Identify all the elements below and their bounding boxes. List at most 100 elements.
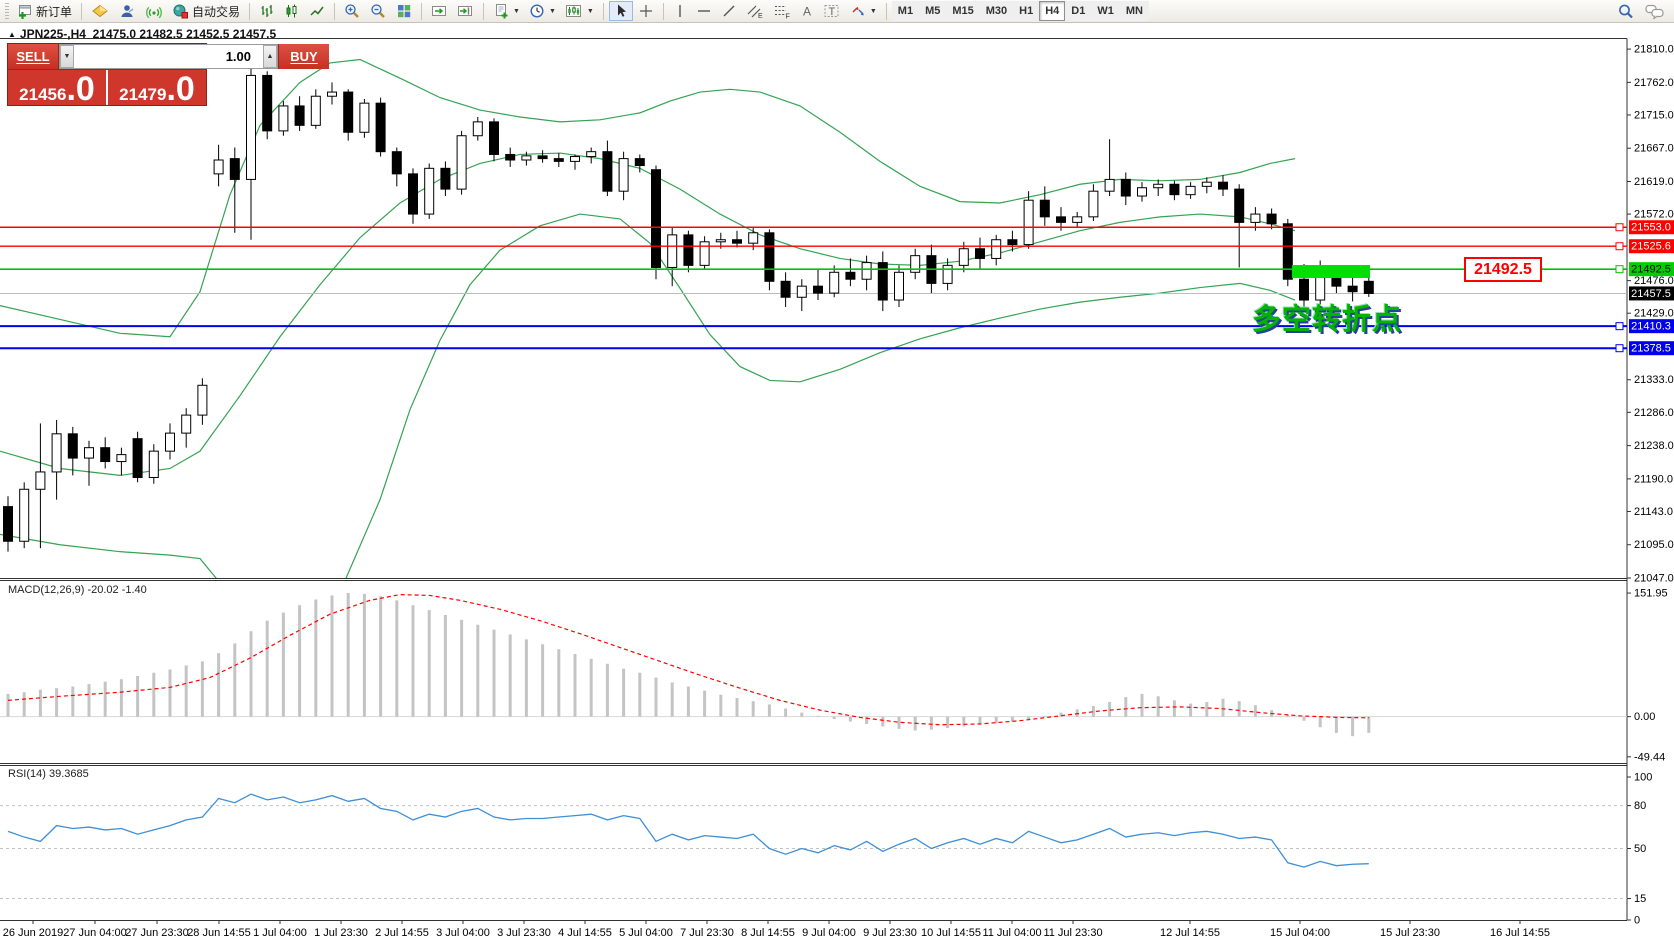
zoom-in-icon [345,4,359,18]
macd-histogram-bar [1221,698,1225,717]
timeframe-button-m5[interactable]: M5 [919,1,947,21]
crosshair-button[interactable] [634,1,658,21]
macd-histogram-bar [71,686,75,717]
candle-body-bull [521,155,532,161]
timeframes-menu-button[interactable]: ▼ [525,1,560,21]
sell-price[interactable]: 21456.0 [8,70,106,106]
candle-body-bear [877,262,888,301]
separator [483,2,485,20]
tile-windows-button[interactable] [392,1,416,21]
volume-input[interactable] [74,45,263,68]
macd-pane [0,593,1627,737]
timeframe-button-h1[interactable]: H1 [1013,1,1040,21]
chat-button[interactable] [1640,1,1670,21]
macd-histogram-bar [703,690,707,717]
macd-histogram-bar [1010,716,1014,722]
macd-histogram-bar [1302,716,1306,721]
timeframe-button-w1[interactable]: W1 [1091,1,1120,21]
community-button[interactable] [114,1,140,21]
volume-decrease-button[interactable]: ▼ [60,45,74,68]
candle-body-bull [472,121,483,137]
toolbar-grip[interactable] [5,3,9,19]
candle-body-bear [1169,183,1180,196]
chart-canvas[interactable]: 21810.0 21762.0 21715.0 21667.0 21619.0 21572… [0,24,1674,943]
candle-body-bear [683,234,694,266]
horizontal-line-21378.5[interactable] [0,344,1627,353]
horizontal-line-21525.6[interactable] [0,242,1627,251]
volume-increase-button[interactable]: ▲ [263,45,277,68]
new-order-button[interactable]: 新订单 [13,1,76,21]
price-tick-label: 21667.0 [1634,143,1674,155]
horizontal-line-21410.3[interactable] [0,322,1627,331]
fibonacci-button[interactable]: F [769,1,795,21]
text-label-button[interactable]: T [819,1,845,21]
candle-body-bull [165,432,175,452]
candle-body-bull [246,74,256,180]
timeframe-button-mn[interactable]: MN [1119,1,1149,21]
price-tag-21492[interactable]: 21492.5 [1464,257,1542,282]
horizontal-line-button[interactable] [692,1,716,21]
highlight-rect[interactable] [1292,265,1370,278]
dropdown-caret: ▼ [548,7,556,15]
text-button[interactable]: A [796,1,818,21]
macd-histogram-bar [281,612,285,717]
zoom-in-button[interactable] [340,1,365,21]
price-tick-label: 21095.0 [1634,539,1674,551]
sell-button[interactable]: SELL [8,44,59,69]
buy-price-pips: .0 [166,69,195,108]
cn-text-annotation[interactable]: 多空转折点 [1252,304,1403,336]
price-tick-label: 21619.0 [1634,176,1674,188]
autoscroll-button[interactable] [427,1,452,21]
macd-histogram-bar [298,605,302,717]
add-indicator-button[interactable]: ▼ [489,1,524,21]
trendline-button[interactable] [717,1,741,21]
horizontal-line-21492.5[interactable] [0,265,1627,274]
horizontal-line-21553.0[interactable] [0,223,1627,232]
cursor-button[interactable] [608,1,633,21]
buy-price-main: 21479 [119,85,167,104]
chart-symbol: JPN225-,H4 [19,27,86,41]
buy-button[interactable]: BUY [278,44,329,69]
main-pane [0,45,1627,578]
time-tick-label: 8 Jul 14:55 [741,927,795,939]
templates-button[interactable]: ▼ [561,1,598,21]
timeframe-button-m15[interactable]: M15 [946,1,980,21]
timeframe-button-m30[interactable]: M30 [979,1,1014,21]
search-button[interactable] [1613,1,1639,21]
arrows-button[interactable]: ▼ [846,1,881,21]
vertical-line-button[interactable] [669,1,691,21]
equidistant-channel-button[interactable]: E [742,1,768,21]
macd-indicator-label: MACD(12,26,9) -20.02 -1.40 [8,584,147,596]
candle-body-bear [1282,223,1293,280]
signals-button[interactable] [141,1,167,21]
bar-chart-button[interactable] [255,1,279,21]
level-price-label-text: 21378.5 [1631,343,1671,355]
volume-control: ▼ ▲ [59,44,278,69]
macd-histogram-bar [476,624,480,717]
level-price-label: 21492.5 [1629,262,1674,277]
buy-price[interactable]: 21479.0 [106,69,206,108]
chart-shift-button[interactable] [453,1,478,21]
candle-body-bull [51,433,62,473]
candlestick-icon [286,4,297,18]
timeframe-button-m1[interactable]: M1 [891,1,920,21]
timeframe-button-d1[interactable]: D1 [1065,1,1092,21]
autotrading-button[interactable]: 自动交易 [168,1,244,21]
macd-histogram-bar [1367,716,1371,733]
timeframe-button-h4[interactable]: H4 [1039,1,1066,21]
time-tick-label: 10 Jul 14:55 [921,927,981,939]
candle-body-bull [861,262,872,280]
candlestick-chart-button[interactable] [280,1,304,21]
time-tick-label: 5 Jul 04:00 [619,927,673,939]
zoom-out-button[interactable] [366,1,391,21]
macd-histogram-bar [492,629,496,717]
rsi-tick-label: 50 [1634,843,1646,855]
fibo-letter: F [785,14,789,20]
separator [81,2,83,20]
symbol-marker-icon: ▲ [8,30,16,39]
line-chart-button[interactable] [305,1,329,21]
time-tick-label: 1 Jul 23:30 [314,927,368,939]
template-icon [565,5,581,17]
gold-ingot-button[interactable] [87,1,113,21]
macd-histogram-bar [1351,716,1355,737]
